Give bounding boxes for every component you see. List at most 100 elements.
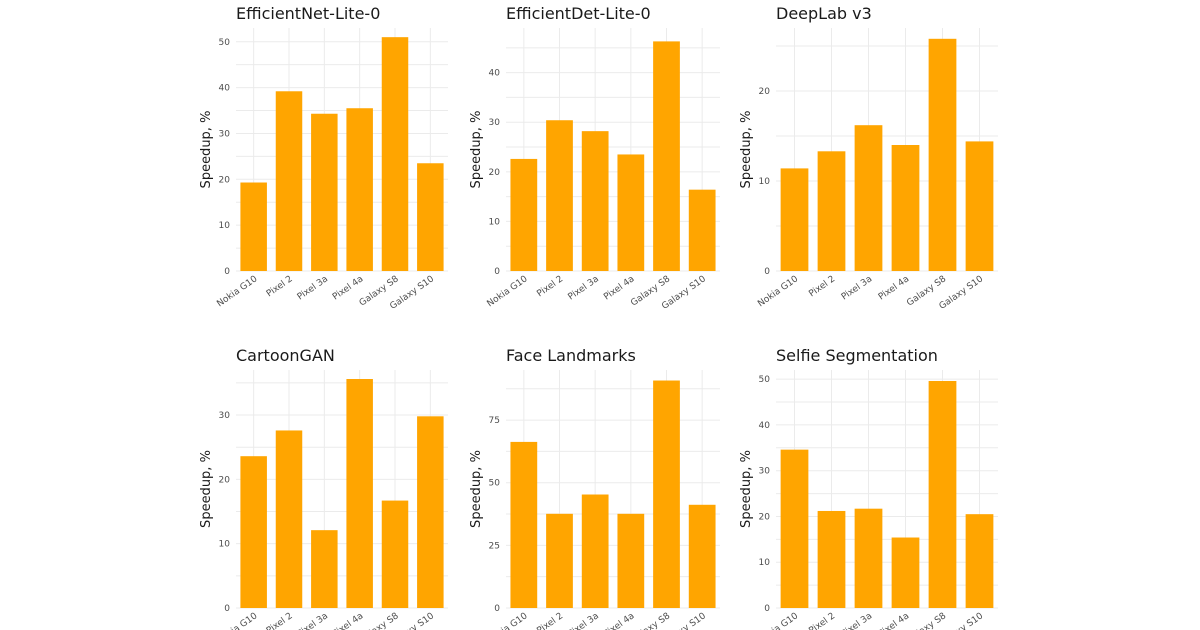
bar [780, 449, 809, 608]
bar [817, 510, 846, 608]
bar [688, 504, 716, 608]
y-axis-label: Speedup, % [199, 450, 214, 528]
y-tick-label: 30 [219, 411, 231, 421]
y-tick-label: 50 [759, 375, 771, 385]
chart-title: Selfie Segmentation [776, 346, 938, 365]
x-tick-label: Pixel 3a [840, 274, 874, 302]
bar [617, 154, 645, 271]
y-tick-label: 40 [759, 421, 771, 431]
x-tick-label: Nokia G10 [756, 611, 800, 630]
bar [854, 125, 883, 271]
x-tick-label: Nokia G10 [486, 274, 530, 309]
bar [817, 151, 846, 271]
bar [240, 182, 267, 271]
y-tick-label: 25 [489, 541, 500, 551]
x-tick-label: Pixel 4a [877, 274, 911, 302]
bar [581, 494, 609, 608]
chart-title: EfficientNet-Lite-0 [236, 4, 380, 23]
bar [346, 108, 373, 272]
bar [965, 514, 994, 608]
bar [928, 380, 957, 608]
bar [653, 380, 680, 608]
y-tick-label: 50 [219, 38, 231, 48]
bar [617, 513, 645, 608]
y-tick-label: 20 [759, 87, 771, 97]
y-tick-label: 0 [494, 604, 500, 614]
bar [928, 38, 957, 271]
bar [275, 91, 303, 271]
bar [240, 456, 267, 608]
y-tick-label: 20 [489, 168, 501, 178]
y-axis-label: Speedup, % [469, 111, 484, 189]
y-tick-label: 30 [489, 118, 501, 128]
x-tick-label: Pixel 3a [296, 611, 330, 630]
x-tick-label: Pixel 4a [877, 611, 911, 630]
x-tick-label: Pixel 2 [807, 611, 837, 630]
x-tick-label: Pixel 3a [567, 274, 601, 302]
y-axis-label: Speedup, % [739, 450, 754, 528]
y-tick-label: 75 [489, 416, 500, 426]
x-tick-label: Pixel 3a [840, 611, 874, 630]
bar [891, 145, 920, 271]
x-tick-label: Pixel 4a [602, 611, 636, 630]
x-tick-label: Pixel 2 [265, 611, 295, 630]
bar [891, 537, 920, 608]
x-tick-label: Nokia G10 [215, 611, 259, 630]
x-tick-label: Galaxy S8 [629, 611, 672, 630]
chart-panel: 0 10 20 30 40 50 Nokia G10 Pixel 2 Pixel 3a Pixel… [739, 346, 998, 630]
bar [346, 379, 373, 608]
chart-title: EfficientDet-Lite-0 [506, 4, 651, 23]
y-tick-label: 30 [759, 467, 771, 477]
bar [688, 189, 716, 271]
y-axis-label: Speedup, % [739, 111, 754, 189]
y-tick-label: 10 [489, 217, 501, 227]
bar [311, 113, 338, 272]
chart-panel: 0 25 50 75 Nokia G10 Pixel 2 Pixel 3a Pixel 4aG… [469, 346, 720, 630]
y-axis-label: Speedup, % [199, 111, 214, 189]
bar [581, 131, 609, 271]
bar [417, 163, 444, 271]
y-tick-label: 30 [219, 129, 231, 139]
chart-title: Face Landmarks [506, 346, 636, 365]
x-tick-label: Pixel 3a [296, 274, 330, 302]
bar [275, 430, 303, 608]
x-tick-label: Nokia G10 [486, 611, 530, 630]
y-tick-label: 0 [224, 267, 230, 277]
y-tick-label: 40 [489, 69, 501, 79]
x-tick-label: Pixel 2 [535, 274, 565, 299]
bar [780, 168, 809, 271]
x-tick-label: Pixel 3a [567, 611, 601, 630]
x-tick-label: Nokia G10 [756, 274, 800, 309]
bar [546, 513, 573, 608]
y-tick-label: 0 [224, 604, 230, 614]
x-tick-label: Nokia G10 [215, 274, 259, 309]
bar [381, 500, 409, 608]
bar [546, 120, 573, 271]
x-tick-label: Pixel 2 [535, 611, 565, 630]
bar [854, 508, 883, 608]
y-tick-label: 0 [764, 604, 770, 614]
x-tick-label: Pixel 2 [807, 274, 837, 299]
x-tick-label: Pixel 2 [265, 274, 295, 299]
x-tick-label: Galaxy S8 [358, 611, 401, 630]
bar [653, 41, 680, 271]
x-tick-label: Pixel 4a [331, 611, 365, 630]
bar [417, 416, 444, 608]
y-tick-label: 40 [219, 84, 231, 94]
y-tick-label: 0 [494, 267, 500, 277]
bar [510, 158, 538, 271]
x-tick-label: Galaxy S8 [905, 611, 948, 630]
bar [965, 141, 994, 271]
y-tick-label: 50 [489, 479, 501, 489]
chart-title: DeepLab v3 [776, 4, 872, 23]
y-tick-label: 20 [219, 175, 231, 185]
y-tick-label: 20 [759, 512, 771, 522]
y-tick-label: 10 [759, 558, 771, 568]
y-tick-label: 10 [219, 540, 231, 550]
chart-panel: 0 10 20 30 Nokia G10 Pixel 2 Pixel 3a Pixel 4aG… [199, 346, 448, 630]
